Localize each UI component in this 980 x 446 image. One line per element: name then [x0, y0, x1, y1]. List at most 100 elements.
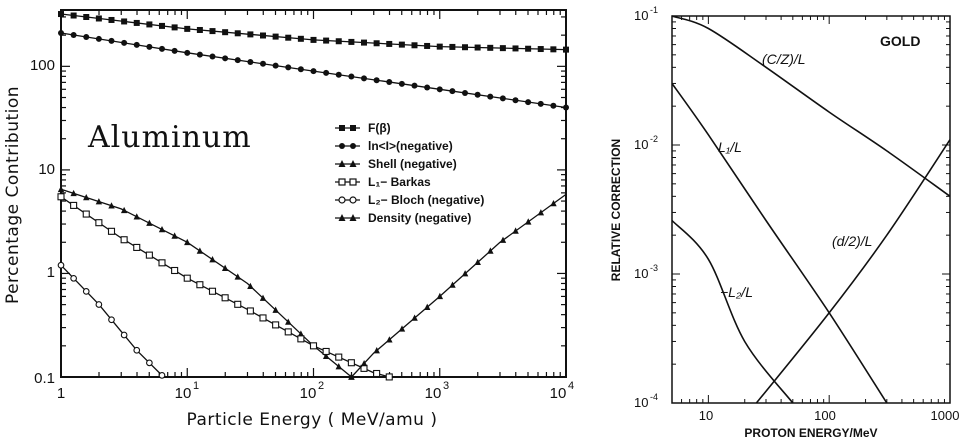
open-square-marker: [145, 251, 153, 259]
filled-triangle-marker: [83, 193, 90, 201]
filled-triangle-marker: [550, 199, 557, 207]
filled-triangle-marker: [525, 218, 532, 225]
filled-circle-marker: [260, 60, 266, 67]
filled-square-marker: [339, 125, 345, 131]
left-y-tick-labels: 0.1 1 10 100: [30, 57, 55, 387]
x-tick-exponent: 3: [443, 380, 449, 392]
open-square-marker: [259, 314, 267, 322]
filled-square-marker: [350, 125, 356, 131]
filled-triangle-marker: [349, 160, 357, 167]
y-tick-label: 10: [634, 137, 648, 152]
open-square-marker: [272, 321, 280, 329]
filled-circle-marker: [525, 99, 532, 106]
open-circle-marker: [120, 331, 128, 339]
open-square-marker: [335, 353, 343, 361]
filled-circle-marker: [58, 29, 64, 36]
filled-square-marker: [58, 11, 64, 18]
legend-item: L₂− Bloch (negative): [335, 193, 484, 207]
series: [58, 29, 569, 111]
left-series-group: [57, 11, 569, 381]
filled-square-marker: [550, 46, 557, 53]
open-square-marker: [82, 210, 90, 218]
filled-square-marker: [234, 30, 241, 37]
right-x-tick-labels: 10 100 1000: [699, 408, 960, 423]
y-tick-label: 10: [634, 266, 648, 281]
left-chart: 0.1 1 10 100 1 10 1 10 2 10 3 10 4 Parti…: [3, 9, 574, 430]
open-circle-marker: [133, 346, 141, 354]
filled-square-marker: [398, 41, 405, 48]
filled-triangle-marker: [221, 264, 229, 271]
filled-triangle-marker: [360, 359, 368, 367]
series-label: −L₂/L: [720, 284, 753, 300]
x-tick-label: 10: [425, 385, 442, 402]
filled-circle-marker: [350, 143, 356, 149]
filled-square-marker: [83, 14, 90, 21]
x-tick-label: 10: [550, 385, 567, 402]
filled-triangle-marker: [297, 330, 305, 337]
filled-circle-marker: [310, 68, 317, 75]
filled-triangle-marker: [259, 294, 267, 301]
filled-triangle-marker: [386, 336, 393, 343]
left-ticks: [60, 10, 567, 378]
open-circle-marker: [158, 372, 166, 379]
filled-circle-marker: [83, 33, 90, 40]
filled-circle-marker: [449, 88, 456, 95]
legend: F(β) ln<I>(negative) Shell (negative) L₁…: [335, 121, 484, 225]
filled-square-marker: [297, 35, 304, 42]
filled-triangle-marker: [146, 219, 153, 226]
filled-triangle-marker: [158, 226, 166, 233]
aluminum-annotation: Aluminum: [87, 120, 252, 155]
filled-square-marker: [146, 21, 153, 28]
x-tick-label: 100: [814, 408, 836, 423]
filled-square-marker: [209, 28, 216, 35]
series-curve: [671, 219, 794, 404]
open-circle-marker: [349, 196, 357, 204]
filled-triangle-marker: [133, 213, 140, 220]
open-circle-marker: [146, 359, 153, 367]
filled-circle-marker: [411, 82, 418, 89]
filled-circle-marker: [285, 64, 292, 71]
open-circle-marker: [95, 301, 103, 308]
open-square-marker: [373, 369, 381, 378]
filled-triangle-marker: [184, 238, 191, 246]
filled-circle-marker: [462, 89, 468, 96]
x-tick-label: 10: [300, 385, 317, 402]
filled-square-marker: [184, 25, 191, 32]
legend-label: F(β): [368, 121, 391, 135]
open-square-marker: [95, 219, 103, 227]
filled-triangle-marker: [499, 236, 507, 243]
filled-circle-marker: [95, 35, 102, 42]
filled-square-marker: [499, 45, 506, 52]
series: [58, 11, 569, 53]
filled-circle-marker: [550, 102, 557, 109]
left-x-tick-labels: 1 10 1 10 2 10 3 10 4: [57, 380, 574, 402]
filled-triangle-marker: [349, 214, 357, 221]
open-square-marker: [107, 227, 116, 235]
y-tick-exponent: -4: [650, 392, 658, 402]
filled-triangle-marker: [335, 363, 342, 370]
filled-square-marker: [462, 44, 468, 51]
filled-triangle-marker: [411, 314, 418, 321]
filled-square-marker: [348, 38, 355, 45]
filled-circle-marker: [70, 31, 77, 38]
series-label: (d/2)/L: [832, 233, 872, 249]
filled-square-marker: [171, 24, 178, 31]
open-circle-marker: [108, 316, 115, 324]
filled-circle-marker: [159, 45, 165, 52]
filled-square-marker: [474, 44, 481, 51]
filled-circle-marker: [196, 51, 203, 58]
filled-circle-marker: [323, 69, 330, 76]
filled-square-marker: [285, 34, 292, 41]
filled-triangle-marker: [171, 232, 178, 239]
filled-circle-marker: [108, 37, 115, 44]
filled-circle-marker: [297, 66, 304, 73]
right-chart: 10 -4 10 -3 10 -2 10 -1 10 100 1000 PROT…: [609, 5, 959, 440]
filled-circle-marker: [436, 86, 443, 93]
filled-square-marker: [487, 44, 494, 51]
series: [57, 185, 355, 380]
legend-label: Density (negative): [368, 211, 471, 225]
y-tick-label: 0.1: [34, 370, 55, 387]
filled-circle-marker: [348, 73, 355, 80]
right-plot-frame: [671, 15, 951, 404]
filled-square-marker: [70, 12, 77, 19]
